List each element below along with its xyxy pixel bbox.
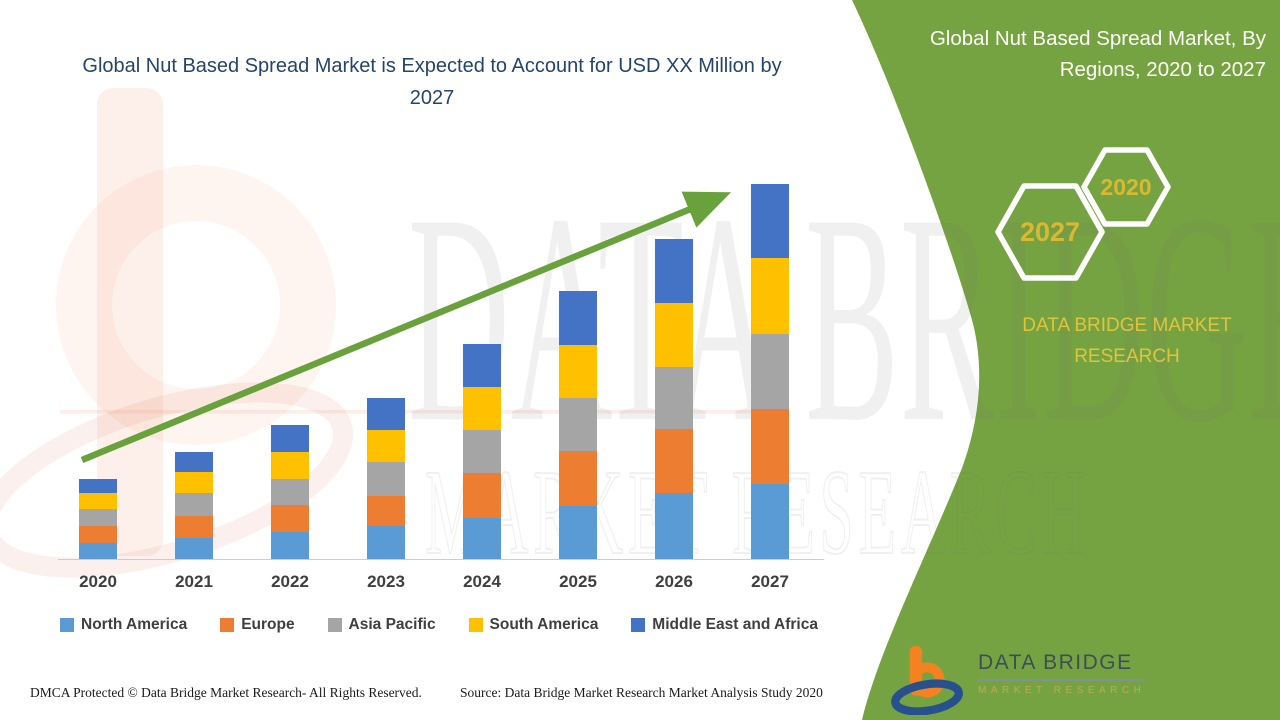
bar-segment-middle-east-and-africa bbox=[751, 184, 789, 258]
bar-segment-europe bbox=[463, 473, 501, 518]
bar-segment-europe bbox=[175, 516, 213, 538]
bar-segment-south-america bbox=[367, 430, 405, 462]
footer-source: Source: Data Bridge Market Research Mark… bbox=[460, 685, 823, 700]
bar-segment-middle-east-and-africa bbox=[655, 239, 693, 303]
bar-segment-middle-east-and-africa bbox=[79, 479, 117, 493]
bar-segment-europe bbox=[655, 429, 693, 493]
bar-segment-north-america bbox=[367, 526, 405, 559]
legend-swatch-icon bbox=[60, 618, 74, 632]
bar-segment-asia-pacific bbox=[79, 509, 117, 526]
chart-legend: North America Europe Asia Pacific South Ame… bbox=[60, 616, 818, 634]
bar-segment-europe bbox=[271, 505, 309, 532]
bar-segment-north-america bbox=[751, 484, 789, 559]
bar-segment-north-america bbox=[463, 518, 501, 559]
bar-segment-south-america bbox=[463, 387, 501, 430]
bar-2021 bbox=[175, 452, 213, 559]
x-axis-label-2024: 2024 bbox=[463, 572, 501, 591]
panel-brand-caption: DATA BRIDGE MARKET RESEARCH bbox=[1022, 315, 1232, 368]
legend-item-south-america: South America bbox=[468, 616, 599, 634]
x-axis-label-2026: 2026 bbox=[655, 572, 693, 591]
bar-segment-asia-pacific bbox=[751, 334, 789, 409]
legend-swatch-icon bbox=[327, 618, 342, 632]
bar-segment-south-america bbox=[175, 472, 213, 493]
x-axis-label-2025: 2025 bbox=[559, 572, 597, 591]
bar-segment-asia-pacific bbox=[559, 398, 597, 451]
bar-segment-middle-east-and-africa bbox=[367, 398, 405, 430]
brand-logo: DATA BRIDGE MARKET RESEARCH bbox=[890, 645, 1146, 715]
bar-segment-south-america bbox=[271, 452, 309, 479]
x-axis-label-2020: 2020 bbox=[79, 572, 117, 591]
bar-segment-europe bbox=[751, 409, 789, 484]
legend-label: Asia Pacific bbox=[348, 616, 436, 633]
bar-segment-north-america bbox=[271, 532, 309, 559]
panel-heading: Global Nut Based Spread Market, By Regio… bbox=[929, 27, 1266, 81]
bar-2024 bbox=[463, 344, 501, 559]
bar-segment-asia-pacific bbox=[175, 493, 213, 516]
legend-label: Europe bbox=[241, 616, 295, 633]
bar-2023 bbox=[367, 398, 405, 559]
bar-segment-north-america bbox=[175, 538, 213, 559]
brand-logo-name: DATA BRIDGE bbox=[978, 651, 1146, 681]
footer-copyright: DMCA Protected © Data Bridge Market Rese… bbox=[30, 685, 422, 700]
bar-segment-north-america bbox=[655, 493, 693, 559]
bar-segment-asia-pacific bbox=[655, 367, 693, 429]
legend-swatch-icon bbox=[468, 618, 483, 632]
bar-segment-europe bbox=[79, 526, 117, 543]
bar-segment-south-america bbox=[751, 258, 789, 334]
x-axis-label-2023: 2023 bbox=[367, 572, 405, 591]
bar-segment-middle-east-and-africa bbox=[175, 452, 213, 472]
legend-swatch-icon bbox=[631, 618, 646, 632]
bar-segment-north-america bbox=[559, 506, 597, 559]
bar-segment-middle-east-and-africa bbox=[271, 425, 309, 452]
brand-logo-subtitle: MARKET RESEARCH bbox=[978, 685, 1146, 696]
bar-segment-north-america bbox=[79, 543, 117, 559]
x-axis-label-2022: 2022 bbox=[271, 572, 309, 591]
bar-2020 bbox=[79, 479, 117, 559]
bar-2027 bbox=[751, 184, 789, 559]
bar-2022 bbox=[271, 425, 309, 559]
x-axis-label-2027: 2027 bbox=[751, 572, 789, 591]
legend-item-asia-pacific: Asia Pacific bbox=[327, 616, 436, 634]
legend-item-north-america: North America bbox=[60, 616, 187, 634]
legend-item-europe: Europe bbox=[220, 616, 295, 634]
bar-2026 bbox=[655, 239, 693, 559]
legend-label: North America bbox=[81, 616, 188, 633]
bar-segment-south-america bbox=[655, 303, 693, 367]
x-axis-label-2021: 2021 bbox=[175, 572, 213, 591]
bar-segment-europe bbox=[559, 451, 597, 506]
bar-segment-asia-pacific bbox=[271, 479, 309, 505]
brand-logo-icon bbox=[891, 645, 963, 715]
bar-segment-middle-east-and-africa bbox=[463, 344, 501, 387]
legend-label: Middle East and Africa bbox=[652, 616, 818, 633]
legend-swatch-icon bbox=[220, 618, 235, 632]
bar-segment-middle-east-and-africa bbox=[559, 291, 597, 345]
bar-2025 bbox=[559, 291, 597, 559]
legend-item-middle-east-and-africa: Middle East and Africa bbox=[631, 616, 818, 634]
bar-segment-south-america bbox=[559, 345, 597, 398]
bar-segment-europe bbox=[367, 496, 405, 526]
x-axis-line bbox=[58, 559, 824, 560]
bar-segment-south-america bbox=[79, 493, 117, 509]
chart-title: Global Nut Based Spread Market is Expect… bbox=[82, 55, 782, 109]
legend-label: South America bbox=[489, 616, 599, 633]
bar-segment-asia-pacific bbox=[463, 430, 501, 473]
bar-segment-asia-pacific bbox=[367, 462, 405, 496]
